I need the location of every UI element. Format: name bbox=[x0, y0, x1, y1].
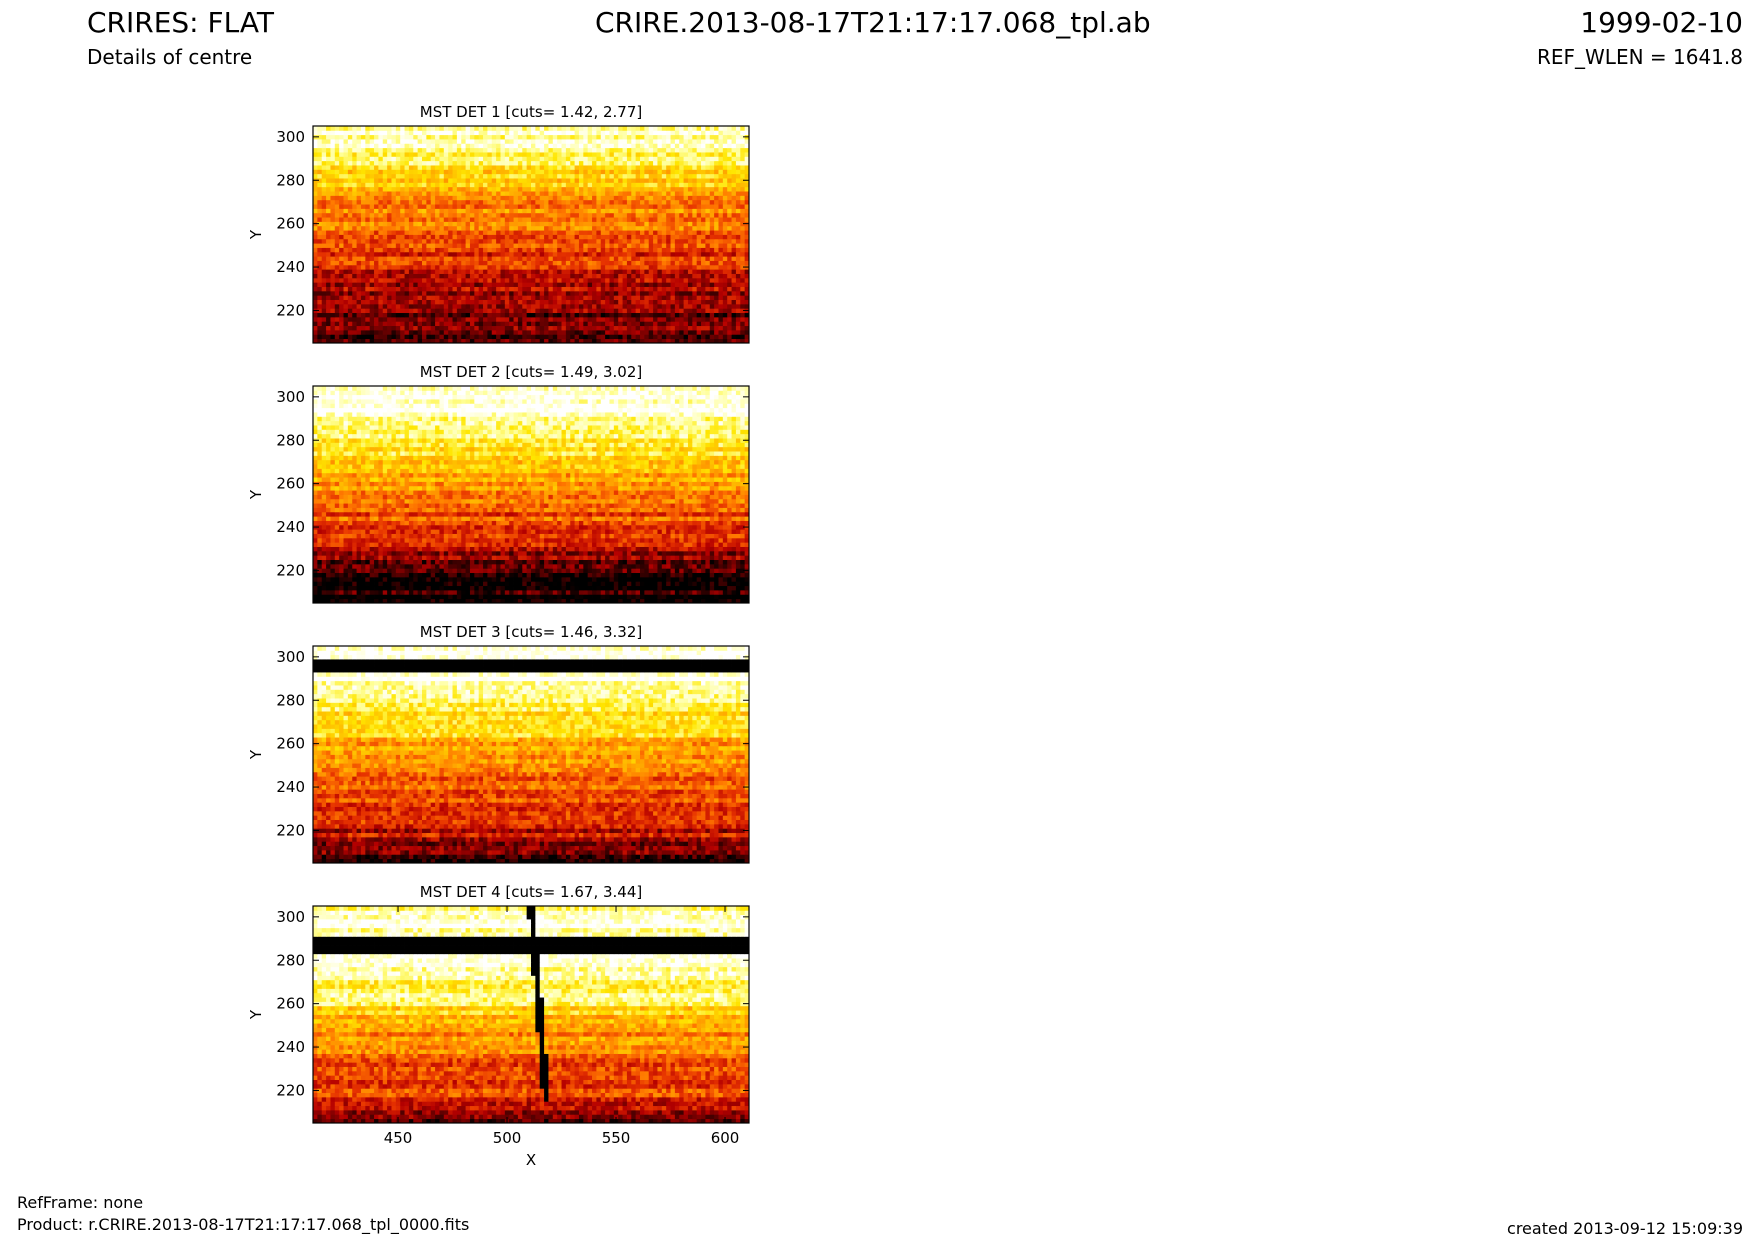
page-title: CRIRES: FLAT bbox=[87, 6, 274, 39]
product-label: Product: r.CRIRE.2013-08-17T21:17:17.068… bbox=[17, 1215, 469, 1234]
y-tick-label: 300 bbox=[276, 388, 305, 406]
y-tick-label: 300 bbox=[276, 128, 305, 146]
heatmap-panel: MST DET 2 [cuts= 1.49, 3.02] 220 240 260 280… bbox=[247, 363, 750, 604]
y-tick-label: 220 bbox=[276, 1081, 305, 1099]
x-tick-label: 550 bbox=[602, 1129, 631, 1147]
y-tick-label: 260 bbox=[276, 475, 305, 493]
heatmap-panel: MST DET 1 [cuts= 1.42, 2.77] 220 240 260 280… bbox=[247, 103, 750, 344]
y-tick-label: 220 bbox=[276, 301, 305, 319]
y-tick-label: 220 bbox=[276, 821, 305, 839]
plot-frame bbox=[312, 905, 750, 1124]
x-tick-label: 600 bbox=[711, 1129, 740, 1147]
y-tick-label: 260 bbox=[276, 215, 305, 233]
refframe-label: RefFrame: none bbox=[17, 1193, 143, 1212]
plot-frame bbox=[312, 385, 750, 604]
heatmap-cells bbox=[313, 646, 750, 864]
y-tick-label: 280 bbox=[276, 951, 305, 969]
plot-title: MST DET 1 [cuts= 1.42, 2.77] bbox=[420, 103, 643, 121]
y-tick-label: 260 bbox=[276, 995, 305, 1013]
y-tick-label: 240 bbox=[276, 518, 305, 536]
page-subtitle: Details of centre bbox=[87, 45, 252, 69]
plot-title: MST DET 2 [cuts= 1.49, 3.02] bbox=[420, 363, 643, 381]
plot-frame bbox=[312, 645, 750, 864]
heatmap-panel: MST DET 4 [cuts= 1.67, 3.44] 220 240 260 280… bbox=[247, 883, 750, 1169]
y-axis-label: Y bbox=[247, 749, 265, 760]
heatmap-cells bbox=[313, 126, 750, 344]
heatmap-cells bbox=[313, 386, 750, 604]
y-tick-label: 240 bbox=[276, 1038, 305, 1056]
y-axis-label: Y bbox=[247, 1009, 265, 1020]
y-tick-label: 240 bbox=[276, 778, 305, 796]
date-label: 1999-02-10 bbox=[1580, 6, 1743, 39]
y-tick-label: 300 bbox=[276, 648, 305, 666]
plot-frame bbox=[312, 125, 750, 344]
x-axis-label: X bbox=[526, 1151, 536, 1169]
y-tick-label: 260 bbox=[276, 735, 305, 753]
y-axis-label: Y bbox=[247, 489, 265, 500]
y-tick-label: 280 bbox=[276, 691, 305, 709]
ref-wlen-label: REF_WLEN = 1641.8 bbox=[1537, 45, 1743, 69]
heatmap-cells bbox=[313, 906, 750, 1124]
plot-title: MST DET 3 [cuts= 1.46, 3.32] bbox=[420, 623, 643, 641]
y-tick-label: 220 bbox=[276, 561, 305, 579]
heatmap-panel: MST DET 3 [cuts= 1.46, 3.32] 220 240 260 280… bbox=[247, 623, 750, 864]
y-tick-label: 300 bbox=[276, 908, 305, 926]
plot-title: MST DET 4 [cuts= 1.67, 3.44] bbox=[420, 883, 643, 901]
x-tick-label: 450 bbox=[384, 1129, 413, 1147]
x-tick-label: 500 bbox=[493, 1129, 522, 1147]
y-tick-label: 280 bbox=[276, 431, 305, 449]
y-tick-label: 240 bbox=[276, 258, 305, 276]
y-tick-label: 280 bbox=[276, 171, 305, 189]
file-title: CRIRE.2013-08-17T21:17:17.068_tpl.ab bbox=[595, 6, 1151, 39]
created-label: created 2013-09-12 15:09:39 bbox=[1507, 1219, 1743, 1238]
y-axis-label: Y bbox=[247, 229, 265, 240]
